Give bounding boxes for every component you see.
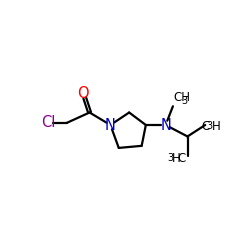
Text: Cl: Cl (41, 116, 55, 130)
Text: O: O (78, 86, 89, 101)
Text: N: N (160, 118, 171, 132)
Text: C: C (177, 152, 185, 165)
Text: 3: 3 (206, 121, 212, 131)
Text: C: C (201, 120, 209, 132)
Text: H: H (212, 120, 220, 132)
Text: N: N (105, 118, 116, 132)
Text: 3: 3 (181, 96, 187, 106)
Text: 3: 3 (167, 153, 173, 163)
Text: H: H (172, 152, 180, 165)
Text: CH: CH (173, 91, 190, 104)
